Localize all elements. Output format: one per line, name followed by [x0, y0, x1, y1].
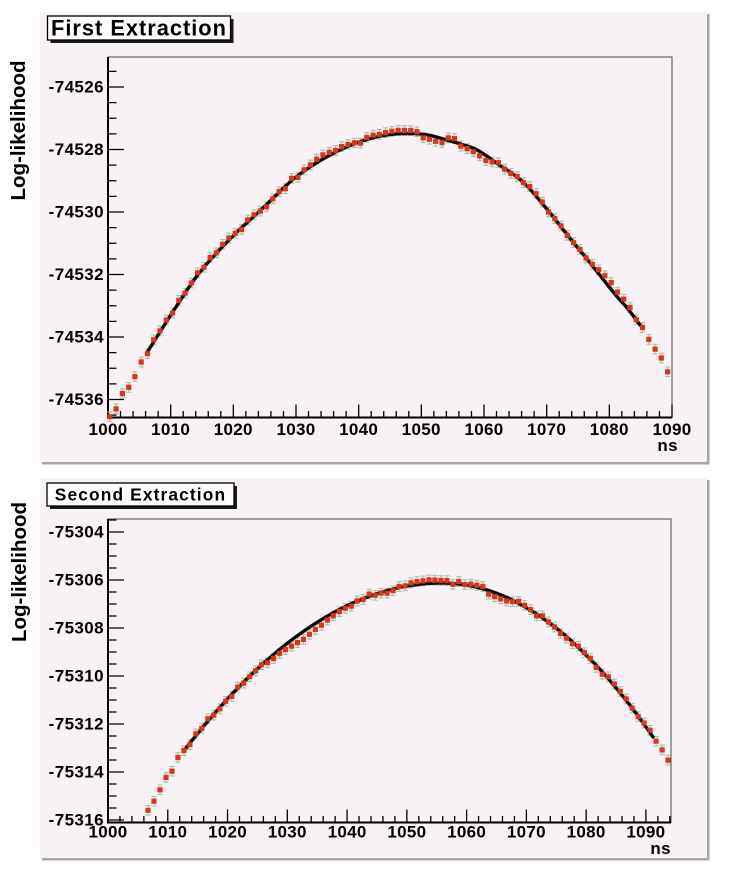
svg-text:-75306: -75306: [49, 571, 104, 590]
svg-text:1060: 1060: [447, 823, 486, 842]
svg-text:-75316: -75316: [49, 811, 104, 830]
svg-text:1090: 1090: [626, 823, 665, 842]
svg-text:-74528: -74528: [49, 140, 104, 159]
svg-text:1070: 1070: [527, 420, 566, 439]
svg-text:1020: 1020: [214, 420, 253, 439]
svg-text:1040: 1040: [328, 823, 367, 842]
svg-text:-75308: -75308: [49, 619, 104, 638]
svg-text:1020: 1020: [208, 823, 247, 842]
svg-text:1080: 1080: [590, 420, 629, 439]
svg-text:ns: ns: [657, 436, 678, 455]
svg-text:Second Extraction: Second Extraction: [55, 485, 226, 505]
svg-text:1030: 1030: [276, 420, 315, 439]
svg-text:-75312: -75312: [49, 715, 104, 734]
svg-text:-74536: -74536: [49, 390, 104, 409]
svg-text:-74530: -74530: [49, 203, 104, 222]
svg-text:1060: 1060: [464, 420, 503, 439]
svg-text:1080: 1080: [567, 823, 606, 842]
svg-text:1070: 1070: [507, 823, 546, 842]
svg-text:ns: ns: [650, 839, 671, 858]
svg-text:-75314: -75314: [49, 763, 104, 782]
svg-text:1050: 1050: [402, 420, 441, 439]
svg-text:Log-likelihood: Log-likelihood: [7, 60, 30, 200]
svg-text:-74532: -74532: [49, 265, 104, 284]
svg-text:First Extraction: First Extraction: [51, 16, 227, 41]
svg-text:1090: 1090: [652, 420, 691, 439]
svg-text:-75310: -75310: [49, 667, 104, 686]
svg-text:1010: 1010: [148, 823, 187, 842]
svg-text:1050: 1050: [387, 823, 426, 842]
svg-text:Log-likelihood: Log-likelihood: [8, 502, 31, 642]
svg-text:-74534: -74534: [49, 328, 104, 347]
svg-text:-74526: -74526: [49, 78, 104, 97]
svg-text:-75304: -75304: [49, 523, 104, 542]
svg-text:1030: 1030: [268, 823, 307, 842]
svg-text:1040: 1040: [339, 420, 378, 439]
svg-text:1010: 1010: [151, 420, 190, 439]
svg-text:1000: 1000: [88, 420, 127, 439]
svg-text:1000: 1000: [88, 823, 127, 842]
